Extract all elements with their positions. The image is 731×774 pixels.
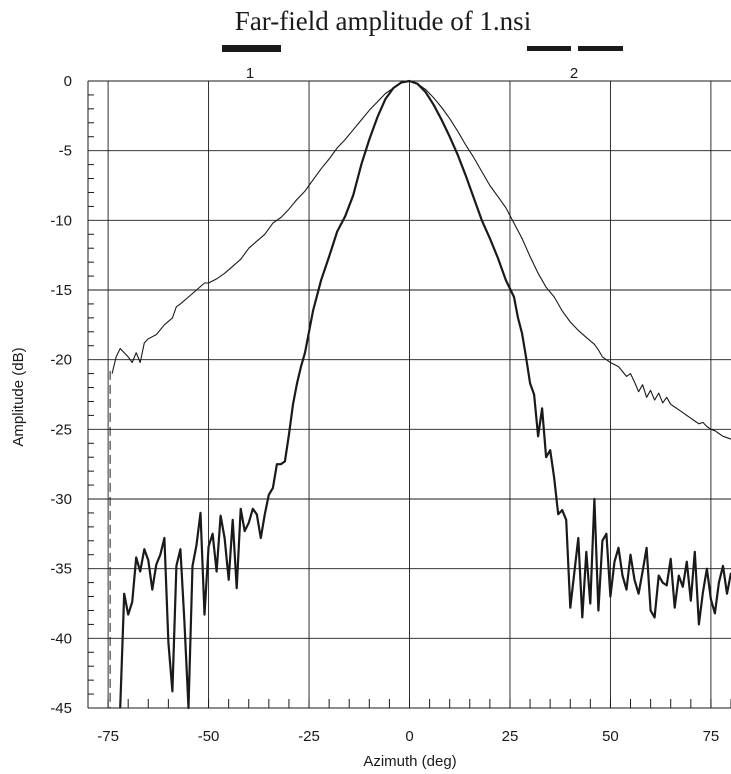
y-tick-label: -35 xyxy=(50,561,72,578)
y-tick-label: -20 xyxy=(50,352,72,369)
grid-layer xyxy=(87,80,731,709)
legend-label-1: 1 xyxy=(246,65,254,82)
x-tick-label: -25 xyxy=(298,728,320,745)
y-tick-label: -15 xyxy=(50,282,72,299)
legend-marker-1 xyxy=(222,45,281,52)
tick-layer: 0 -5 -10 -15 -20 -25 -30 -35 -40 -45 -75 -50 -25 0 25 5… xyxy=(50,73,731,745)
legend-marker-2b xyxy=(578,46,623,51)
x-tick-label: -50 xyxy=(198,728,220,745)
y-axis-label: Amplitude (dB) xyxy=(10,347,27,446)
x-tick-label: 50 xyxy=(602,728,619,745)
x-axis-label: Azimuth (deg) xyxy=(363,753,456,770)
y-tick-label: -40 xyxy=(50,630,72,647)
y-tick-label: -30 xyxy=(50,491,72,508)
y-tick-label: 0 xyxy=(64,73,72,90)
legend-marker-2a xyxy=(527,46,571,51)
series-layer xyxy=(109,79,731,710)
x-tick-label: 0 xyxy=(405,728,413,745)
legend-label-2: 2 xyxy=(570,65,578,82)
chart-title: Far-field amplitude of 1.nsi xyxy=(235,6,531,36)
y-tick-label: -10 xyxy=(50,212,72,229)
x-tick-label: 75 xyxy=(703,728,720,745)
y-tick-label: -45 xyxy=(50,700,72,717)
series-1-line xyxy=(111,80,731,440)
x-tick-label: 25 xyxy=(502,728,519,745)
x-tick-label: -75 xyxy=(97,728,119,745)
y-tick-label: -5 xyxy=(59,143,72,160)
y-tick-label: -25 xyxy=(50,421,72,438)
series-2-line xyxy=(119,79,731,710)
